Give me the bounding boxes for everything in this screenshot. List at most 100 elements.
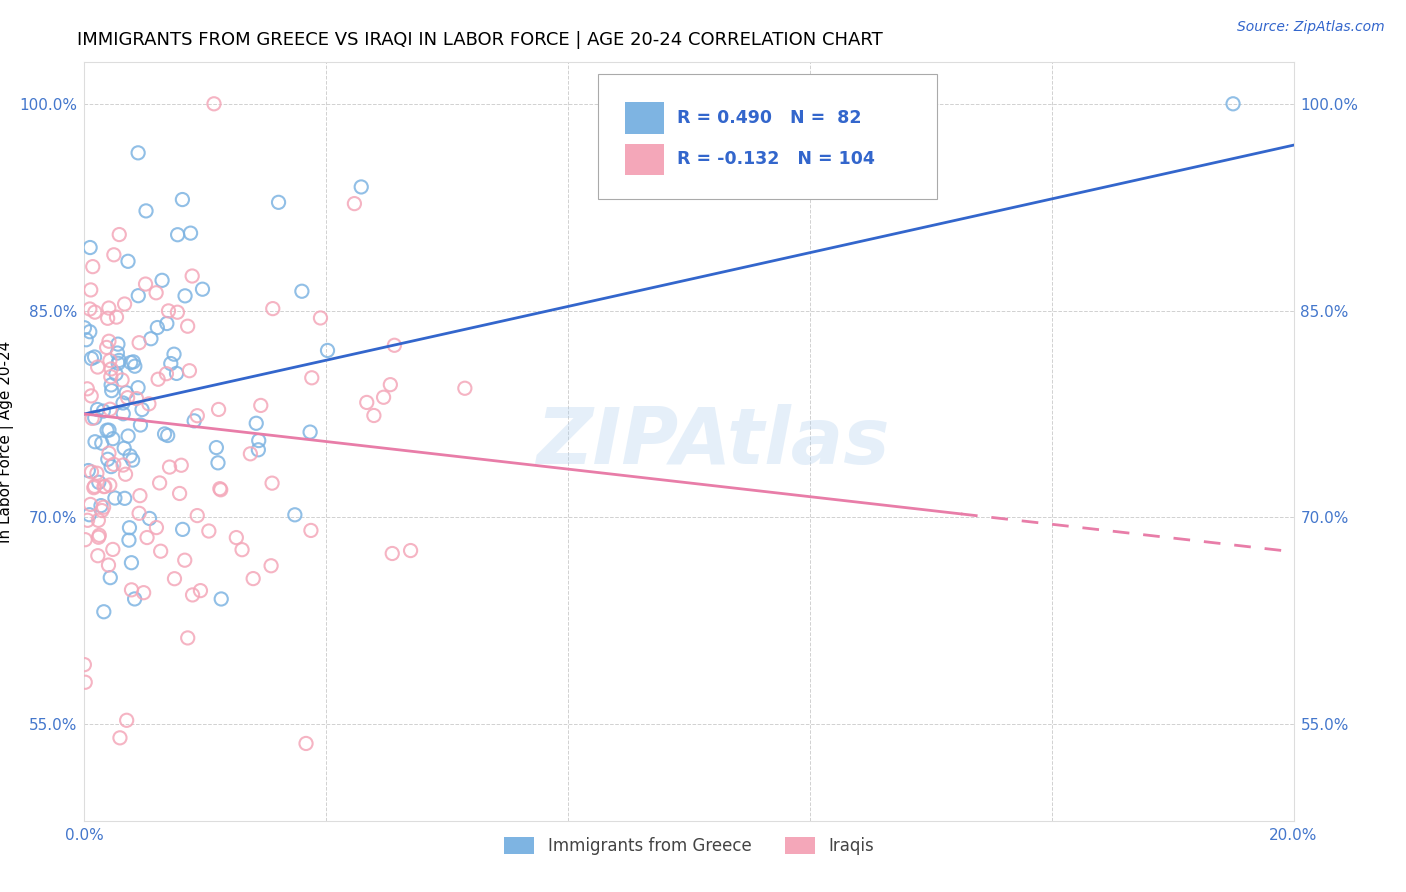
Point: [79, 325, 101, 339]
Point: [80, 465, 103, 479]
Point: [183, 414, 205, 428]
Point: [146, 372, 169, 386]
Point: [83, 479, 105, 493]
Point: [343, 196, 366, 211]
Point: [117, 391, 139, 405]
Point: [83, 305, 105, 319]
Text: R = -0.132   N = 104: R = -0.132 N = 104: [676, 151, 875, 169]
Point: [114, 467, 136, 482]
Bar: [624, 102, 664, 134]
Point: [181, 268, 204, 283]
Point: [166, 227, 188, 242]
Point: [363, 409, 385, 423]
Point: [87, 513, 110, 527]
Point: [356, 395, 378, 409]
Point: [139, 332, 162, 346]
Point: [97, 334, 120, 349]
Point: [177, 631, 200, 645]
Point: [209, 591, 232, 606]
Point: [90, 436, 112, 450]
Point: [86, 402, 108, 417]
Point: [97, 301, 120, 315]
Point: [262, 301, 284, 316]
Point: [166, 367, 188, 381]
Point: [115, 714, 138, 728]
Point: [97, 558, 120, 572]
Point: [100, 369, 122, 384]
Point: [145, 285, 167, 300]
Point: [80, 389, 103, 403]
Point: [135, 277, 157, 291]
Point: [132, 585, 155, 599]
Point: [75, 675, 97, 690]
Point: [82, 260, 104, 274]
Point: [131, 402, 153, 417]
Point: [87, 549, 110, 563]
Point: [128, 335, 150, 350]
Point: [107, 337, 129, 351]
Point: [114, 297, 136, 311]
Point: [79, 508, 101, 522]
Point: [97, 311, 120, 326]
Point: [150, 273, 173, 287]
Point: [207, 402, 229, 417]
Point: [75, 533, 97, 547]
Point: [96, 340, 118, 354]
Point: [198, 524, 221, 538]
Point: [138, 511, 160, 525]
Point: [155, 367, 177, 381]
Point: [120, 556, 142, 570]
Point: [163, 572, 186, 586]
Point: [86, 359, 108, 374]
Point: [181, 588, 204, 602]
Point: [124, 359, 146, 374]
Point: [384, 338, 406, 352]
Point: [105, 310, 128, 325]
Point: [135, 203, 157, 218]
Point: [104, 367, 127, 381]
Point: [129, 489, 152, 503]
Point: [77, 464, 100, 478]
Point: [138, 397, 160, 411]
Point: [231, 542, 253, 557]
Point: [149, 544, 172, 558]
Point: [111, 373, 134, 387]
Text: ZIPAtlas: ZIPAtlas: [536, 403, 890, 480]
Point: [107, 356, 129, 370]
Point: [247, 434, 270, 448]
Point: [284, 508, 307, 522]
Point: [242, 572, 264, 586]
Point: [309, 310, 332, 325]
Point: [173, 553, 195, 567]
Point: [350, 180, 373, 194]
Point: [93, 404, 115, 418]
Point: [373, 390, 395, 404]
Point: [100, 362, 122, 376]
Point: [73, 320, 96, 334]
Point: [114, 491, 136, 506]
Point: [127, 381, 149, 395]
Point: [262, 476, 284, 491]
Y-axis label: In Labor Force | Age 20-24: In Labor Force | Age 20-24: [0, 341, 14, 542]
Point: [245, 417, 267, 431]
Point: [225, 531, 247, 545]
Point: [121, 453, 143, 467]
Point: [1222, 96, 1244, 111]
Bar: [624, 144, 664, 176]
Point: [208, 482, 231, 496]
Point: [108, 731, 131, 745]
Point: [73, 657, 96, 672]
Point: [381, 547, 404, 561]
Point: [239, 447, 262, 461]
Point: [129, 417, 152, 432]
Point: [83, 481, 105, 495]
Point: [159, 357, 181, 371]
Point: [108, 227, 131, 242]
Point: [117, 429, 139, 443]
Point: [249, 399, 271, 413]
Point: [79, 497, 101, 511]
Point: [100, 384, 122, 398]
Point: [179, 364, 201, 378]
Point: [115, 385, 138, 400]
Point: [291, 284, 314, 298]
